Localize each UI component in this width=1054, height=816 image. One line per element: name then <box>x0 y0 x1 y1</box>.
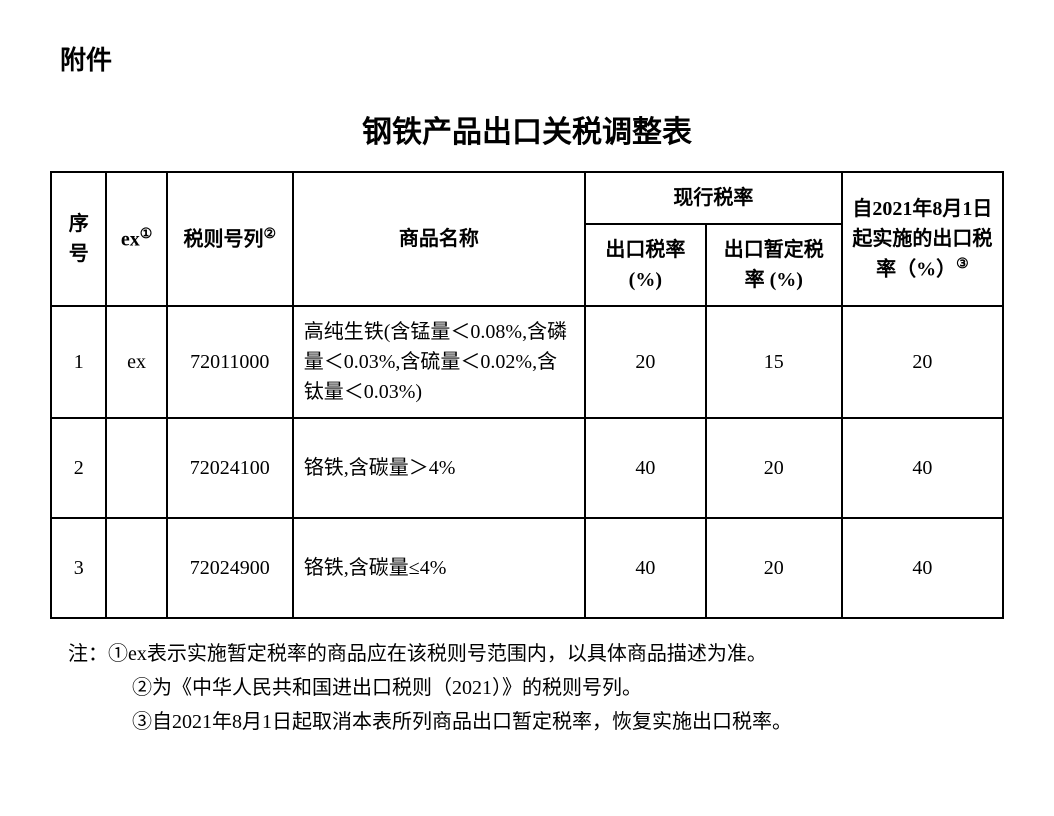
cell-export-rate: 40 <box>585 418 706 518</box>
cell-code: 72011000 <box>167 306 293 418</box>
footnote-prefix: 注： <box>68 643 108 665</box>
cell-code: 72024900 <box>167 518 293 618</box>
header-new-rate-text: 自2021年8月1日起实施的出口税率（%） <box>852 198 992 281</box>
cell-seq: 1 <box>51 306 106 418</box>
header-new-rate: 自2021年8月1日起实施的出口税率（%）③ <box>842 172 1003 306</box>
footnote-2: ②为《中华人民共和国进出口税则（2021）》的税则号列。 <box>132 671 1004 705</box>
table-row: 3 72024900 铬铁,含碳量≤4% 40 20 40 <box>51 518 1003 618</box>
cell-code: 72024100 <box>167 418 293 518</box>
cell-temp-rate: 15 <box>706 306 842 418</box>
cell-new-rate: 40 <box>842 518 1003 618</box>
table-row: 2 72024100 铬铁,含碳量＞4% 40 20 40 <box>51 418 1003 518</box>
footnote-3: ③自2021年8月1日起取消本表所列商品出口暂定税率，恢复实施出口税率。 <box>132 705 1004 739</box>
header-code: 税则号列② <box>167 172 293 306</box>
cell-seq: 3 <box>51 518 106 618</box>
cell-name: 铬铁,含碳量＞4% <box>293 418 585 518</box>
header-temp-rate: 出口暂定税率 (%) <box>706 224 842 306</box>
attachment-label: 附件 <box>60 40 1004 77</box>
table-header: 序号 ex① 税则号列② 商品名称 现行税率 自2021年8月1日起实施的出口税… <box>51 172 1003 306</box>
header-export-rate: 出口税率(%) <box>585 224 706 306</box>
header-code-text: 税则号列 <box>184 228 264 250</box>
footnotes: 注：①ex表示实施暂定税率的商品应在该税则号范围内，以具体商品描述为准。 ②为《… <box>114 637 1004 739</box>
cell-seq: 2 <box>51 418 106 518</box>
header-name: 商品名称 <box>293 172 585 306</box>
cell-name: 高纯生铁(含锰量＜0.08%,含磷量＜0.03%,含硫量＜0.02%,含钛量＜0… <box>293 306 585 418</box>
page-title: 钢铁产品出口关税调整表 <box>50 107 1004 151</box>
cell-new-rate: 40 <box>842 418 1003 518</box>
footnote-1-text: ①ex表示实施暂定税率的商品应在该税则号范围内，以具体商品描述为准。 <box>108 643 767 665</box>
cell-temp-rate: 20 <box>706 418 842 518</box>
header-code-sup: ② <box>264 227 277 242</box>
header-ex-text: ex <box>121 228 140 250</box>
cell-new-rate: 20 <box>842 306 1003 418</box>
header-ex-sup: ① <box>140 227 153 242</box>
header-seq: 序号 <box>51 172 106 306</box>
cell-ex <box>106 518 166 618</box>
header-ex: ex① <box>106 172 166 306</box>
cell-ex: ex <box>106 306 166 418</box>
cell-ex <box>106 418 166 518</box>
cell-name: 铬铁,含碳量≤4% <box>293 518 585 618</box>
table-body: 1 ex 72011000 高纯生铁(含锰量＜0.08%,含磷量＜0.03%,含… <box>51 306 1003 618</box>
cell-export-rate: 40 <box>585 518 706 618</box>
header-new-rate-sup: ③ <box>956 257 969 272</box>
footnote-1: 注：①ex表示实施暂定税率的商品应在该税则号范围内，以具体商品描述为准。 <box>132 637 1004 671</box>
cell-temp-rate: 20 <box>706 518 842 618</box>
table-row: 1 ex 72011000 高纯生铁(含锰量＜0.08%,含磷量＜0.03%,含… <box>51 306 1003 418</box>
tariff-table: 序号 ex① 税则号列② 商品名称 现行税率 自2021年8月1日起实施的出口税… <box>50 171 1004 619</box>
header-current-rate-group: 现行税率 <box>585 172 842 224</box>
cell-export-rate: 20 <box>585 306 706 418</box>
